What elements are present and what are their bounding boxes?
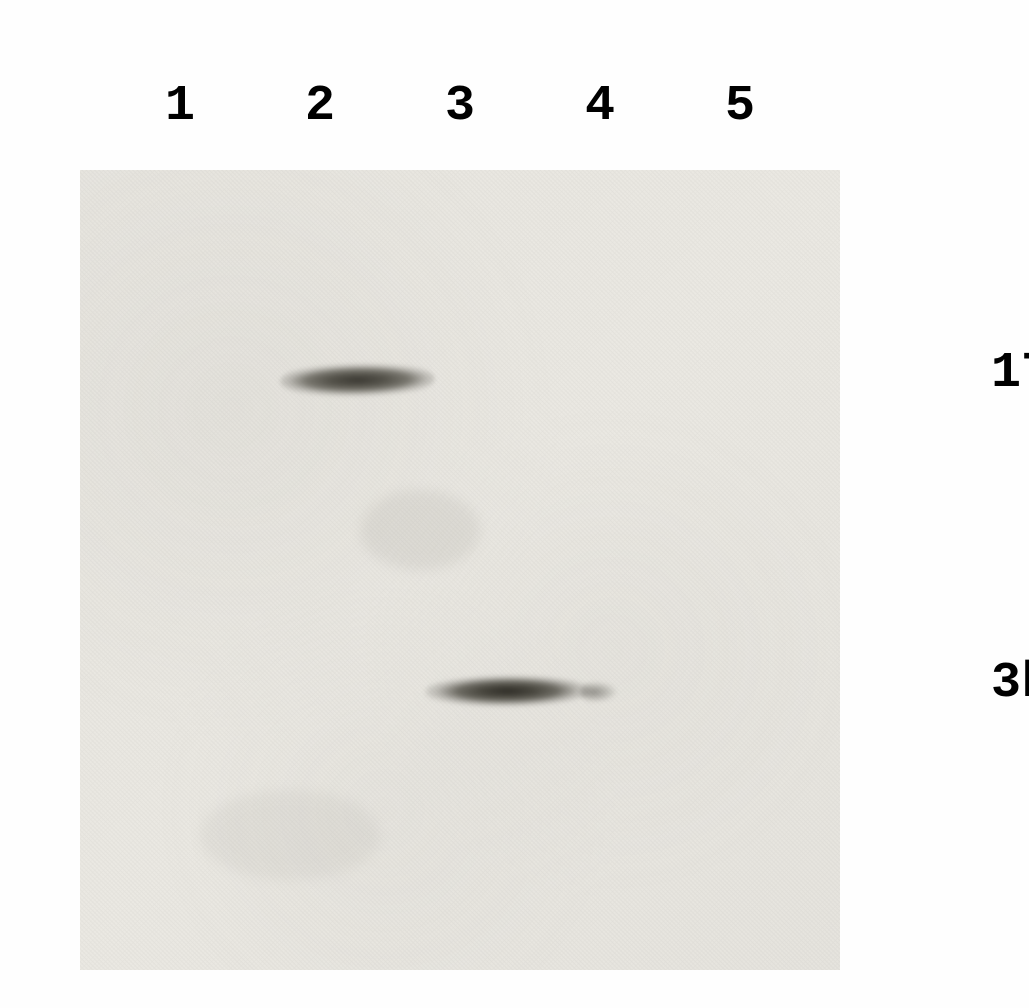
lane-label-2: 2 bbox=[250, 78, 390, 135]
lane-label-4: 4 bbox=[530, 78, 670, 135]
lane-label-3: 3 bbox=[390, 78, 530, 135]
mw-label-3kD: 3kD bbox=[991, 655, 1029, 712]
lane-labels-row: 1 2 3 4 5 bbox=[110, 78, 810, 135]
lane-label-1: 1 bbox=[110, 78, 250, 135]
mw-label-17kD: 17kD bbox=[991, 345, 1029, 402]
band-3kD-tail bbox=[580, 680, 625, 704]
lane-label-5: 5 bbox=[670, 78, 810, 135]
blot-membrane bbox=[80, 170, 840, 970]
membrane-noise-texture bbox=[80, 170, 840, 970]
figure-container: 1 2 3 4 5 17kD 3kD bbox=[0, 0, 1029, 1008]
membrane-smudge bbox=[360, 490, 480, 570]
membrane-smudge bbox=[200, 790, 380, 880]
